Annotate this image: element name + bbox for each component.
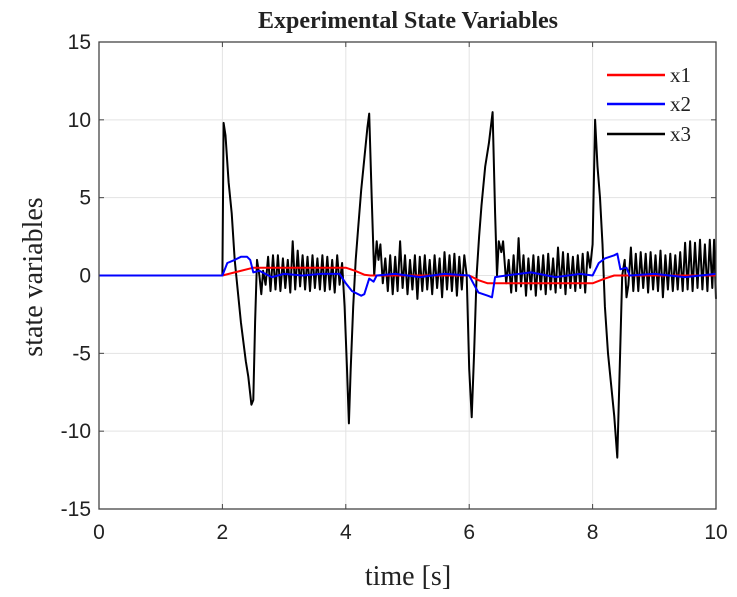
legend: x1 x2 x3 [607,63,691,146]
y-tick-label: 0 [79,265,91,288]
legend-label-x2: x2 [670,92,691,116]
series-line-x3 [99,111,717,459]
x-tick-label: 4 [340,521,352,544]
x-tick-label: 6 [463,521,475,544]
y-tick-label: 10 [68,109,91,132]
y-axis-label: state variables [18,197,49,356]
legend-label-x3: x3 [670,122,691,146]
chart-title: Experimental State Variables [258,8,558,34]
legend-label-x1: x1 [670,63,691,87]
y-tick-label: 15 [68,31,91,54]
x-axis-label: time [s] [365,561,451,592]
y-tick-label: 5 [79,187,91,210]
series-lines [99,111,717,459]
y-tick-label: -5 [72,342,91,365]
series-line-x2 [99,252,717,299]
x-tick-label: 10 [704,521,727,544]
x-tick-label: 8 [587,521,599,544]
y-tick-label: -10 [61,420,91,443]
y-tick-label: -15 [61,498,91,521]
plot-frame [98,41,717,510]
tick-labels: 0 2 4 6 8 10 15 10 5 0 -5 -10 -15 [61,31,728,544]
x-tick-label: 2 [217,521,229,544]
series-line-x1 [99,266,716,285]
x-tick-label: 0 [93,521,105,544]
